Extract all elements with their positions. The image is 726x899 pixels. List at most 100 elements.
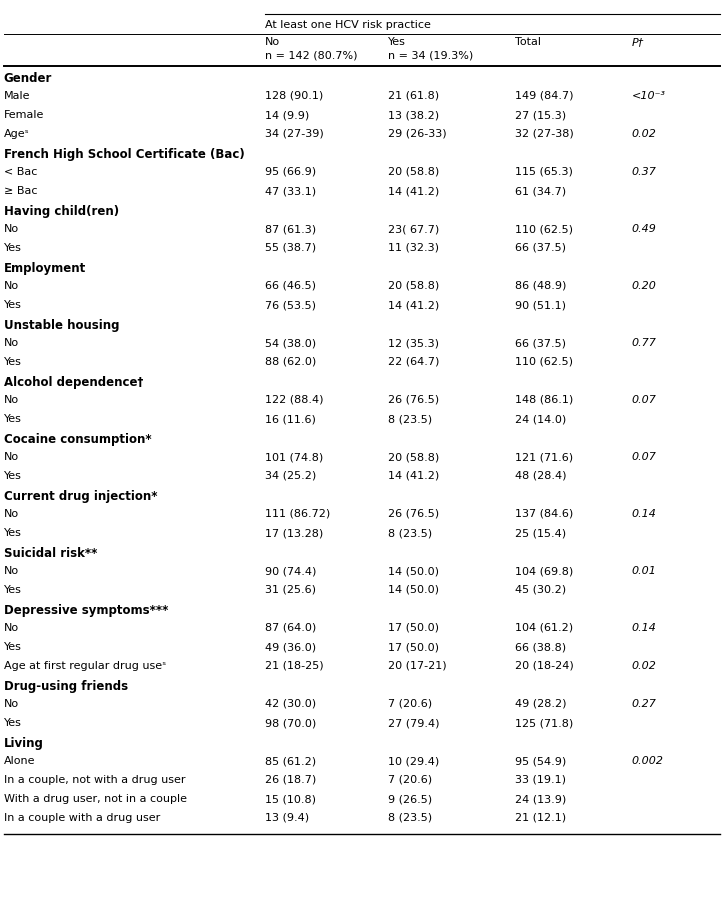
Text: No: No xyxy=(4,338,19,348)
Text: 7 (20.6): 7 (20.6) xyxy=(388,775,433,785)
Text: 49 (28.2): 49 (28.2) xyxy=(515,699,567,709)
Text: Alcohol dependence†: Alcohol dependence† xyxy=(4,376,143,389)
Text: 27 (15.3): 27 (15.3) xyxy=(515,110,566,120)
Text: 14 (41.2): 14 (41.2) xyxy=(388,186,440,196)
Text: 21 (12.1): 21 (12.1) xyxy=(515,813,566,823)
Text: 16 (11.6): 16 (11.6) xyxy=(265,414,316,424)
Text: 0.37: 0.37 xyxy=(632,167,656,177)
Text: Suicidal risk**: Suicidal risk** xyxy=(4,547,97,560)
Text: 9 (26.5): 9 (26.5) xyxy=(388,794,433,804)
Text: 47 (33.1): 47 (33.1) xyxy=(265,186,316,196)
Text: 0.27: 0.27 xyxy=(632,699,656,709)
Text: French High School Certificate (Bac): French High School Certificate (Bac) xyxy=(4,148,245,161)
Text: 14 (41.2): 14 (41.2) xyxy=(388,471,440,481)
Text: No: No xyxy=(4,509,19,519)
Text: Yes: Yes xyxy=(4,357,22,367)
Text: Yes: Yes xyxy=(4,718,22,728)
Text: 20 (58.8): 20 (58.8) xyxy=(388,452,440,462)
Text: 31 (25.6): 31 (25.6) xyxy=(265,585,316,595)
Text: n = 142 (80.7%): n = 142 (80.7%) xyxy=(265,50,357,60)
Text: 121 (71.6): 121 (71.6) xyxy=(515,452,574,462)
Text: No: No xyxy=(4,623,19,633)
Text: 23( 67.7): 23( 67.7) xyxy=(388,224,440,234)
Text: Having child(ren): Having child(ren) xyxy=(4,205,119,218)
Text: 54 (38.0): 54 (38.0) xyxy=(265,338,316,348)
Text: 90 (51.1): 90 (51.1) xyxy=(515,300,566,310)
Text: Employment: Employment xyxy=(4,262,86,275)
Text: 17 (50.0): 17 (50.0) xyxy=(388,642,439,652)
Text: 34 (27-39): 34 (27-39) xyxy=(265,129,324,139)
Text: 12 (35.3): 12 (35.3) xyxy=(388,338,439,348)
Text: 45 (30.2): 45 (30.2) xyxy=(515,585,566,595)
Text: 34 (25.2): 34 (25.2) xyxy=(265,471,317,481)
Text: 110 (62.5): 110 (62.5) xyxy=(515,357,574,367)
Text: 32 (27-38): 32 (27-38) xyxy=(515,129,574,139)
Text: 42 (30.0): 42 (30.0) xyxy=(265,699,316,709)
Text: No: No xyxy=(4,281,19,291)
Text: 15 (10.8): 15 (10.8) xyxy=(265,794,316,804)
Text: 125 (71.8): 125 (71.8) xyxy=(515,718,574,728)
Text: Yes: Yes xyxy=(4,585,22,595)
Text: 111 (86.72): 111 (86.72) xyxy=(265,509,330,519)
Text: 0.07: 0.07 xyxy=(632,452,656,462)
Text: Male: Male xyxy=(4,91,30,101)
Text: Yes: Yes xyxy=(4,300,22,310)
Text: 0.002: 0.002 xyxy=(632,756,664,766)
Text: < Bac: < Bac xyxy=(4,167,37,177)
Text: With a drug user, not in a couple: With a drug user, not in a couple xyxy=(4,794,187,804)
Text: Gender: Gender xyxy=(4,72,52,85)
Text: 11 (32.3): 11 (32.3) xyxy=(388,243,439,253)
Text: No: No xyxy=(4,566,19,576)
Text: 14 (50.0): 14 (50.0) xyxy=(388,585,439,595)
Text: In a couple with a drug user: In a couple with a drug user xyxy=(4,813,160,823)
Text: 20 (58.8): 20 (58.8) xyxy=(388,281,440,291)
Text: Yes: Yes xyxy=(4,243,22,253)
Text: 14 (41.2): 14 (41.2) xyxy=(388,300,440,310)
Text: Living: Living xyxy=(4,737,44,750)
Text: Yes: Yes xyxy=(4,642,22,652)
Text: 27 (79.4): 27 (79.4) xyxy=(388,718,440,728)
Text: 10 (29.4): 10 (29.4) xyxy=(388,756,440,766)
Text: 0.14: 0.14 xyxy=(632,623,656,633)
Text: 148 (86.1): 148 (86.1) xyxy=(515,395,574,405)
Text: Age at first regular drug useˢ: Age at first regular drug useˢ xyxy=(4,661,166,671)
Text: Total: Total xyxy=(515,37,542,47)
Text: 66 (37.5): 66 (37.5) xyxy=(515,338,566,348)
Text: Ageˢ: Ageˢ xyxy=(4,129,29,139)
Text: 8 (23.5): 8 (23.5) xyxy=(388,414,433,424)
Text: 0.20: 0.20 xyxy=(632,281,656,291)
Text: 0.49: 0.49 xyxy=(632,224,656,234)
Text: <10⁻³: <10⁻³ xyxy=(632,91,666,101)
Text: 33 (19.1): 33 (19.1) xyxy=(515,775,566,785)
Text: Cocaine consumption*: Cocaine consumption* xyxy=(4,433,151,446)
Text: 76 (53.5): 76 (53.5) xyxy=(265,300,316,310)
Text: 0.02: 0.02 xyxy=(632,661,656,671)
Text: 26 (76.5): 26 (76.5) xyxy=(388,395,439,405)
Text: No: No xyxy=(265,37,280,47)
Text: Yes: Yes xyxy=(4,528,22,538)
Text: 13 (38.2): 13 (38.2) xyxy=(388,110,439,120)
Text: Depressive symptoms***: Depressive symptoms*** xyxy=(4,604,168,617)
Text: Yes: Yes xyxy=(388,37,407,47)
Text: 17 (13.28): 17 (13.28) xyxy=(265,528,323,538)
Text: 128 (90.1): 128 (90.1) xyxy=(265,91,323,101)
Text: ≥ Bac: ≥ Bac xyxy=(4,186,37,196)
Text: 90 (74.4): 90 (74.4) xyxy=(265,566,317,576)
Text: 149 (84.7): 149 (84.7) xyxy=(515,91,574,101)
Text: 110 (62.5): 110 (62.5) xyxy=(515,224,574,234)
Text: In a couple, not with a drug user: In a couple, not with a drug user xyxy=(4,775,185,785)
Text: Yes: Yes xyxy=(4,414,22,424)
Text: 21 (61.8): 21 (61.8) xyxy=(388,91,439,101)
Text: 20 (18-24): 20 (18-24) xyxy=(515,661,574,671)
Text: 14 (9.9): 14 (9.9) xyxy=(265,110,309,120)
Text: 24 (14.0): 24 (14.0) xyxy=(515,414,567,424)
Text: At least one HCV risk practice: At least one HCV risk practice xyxy=(265,20,431,30)
Text: 87 (61.3): 87 (61.3) xyxy=(265,224,316,234)
Text: 21 (18-25): 21 (18-25) xyxy=(265,661,324,671)
Text: 0.02: 0.02 xyxy=(632,129,656,139)
Text: 24 (13.9): 24 (13.9) xyxy=(515,794,567,804)
Text: 26 (76.5): 26 (76.5) xyxy=(388,509,439,519)
Text: 115 (65.3): 115 (65.3) xyxy=(515,167,574,177)
Text: 22 (64.7): 22 (64.7) xyxy=(388,357,440,367)
Text: No: No xyxy=(4,224,19,234)
